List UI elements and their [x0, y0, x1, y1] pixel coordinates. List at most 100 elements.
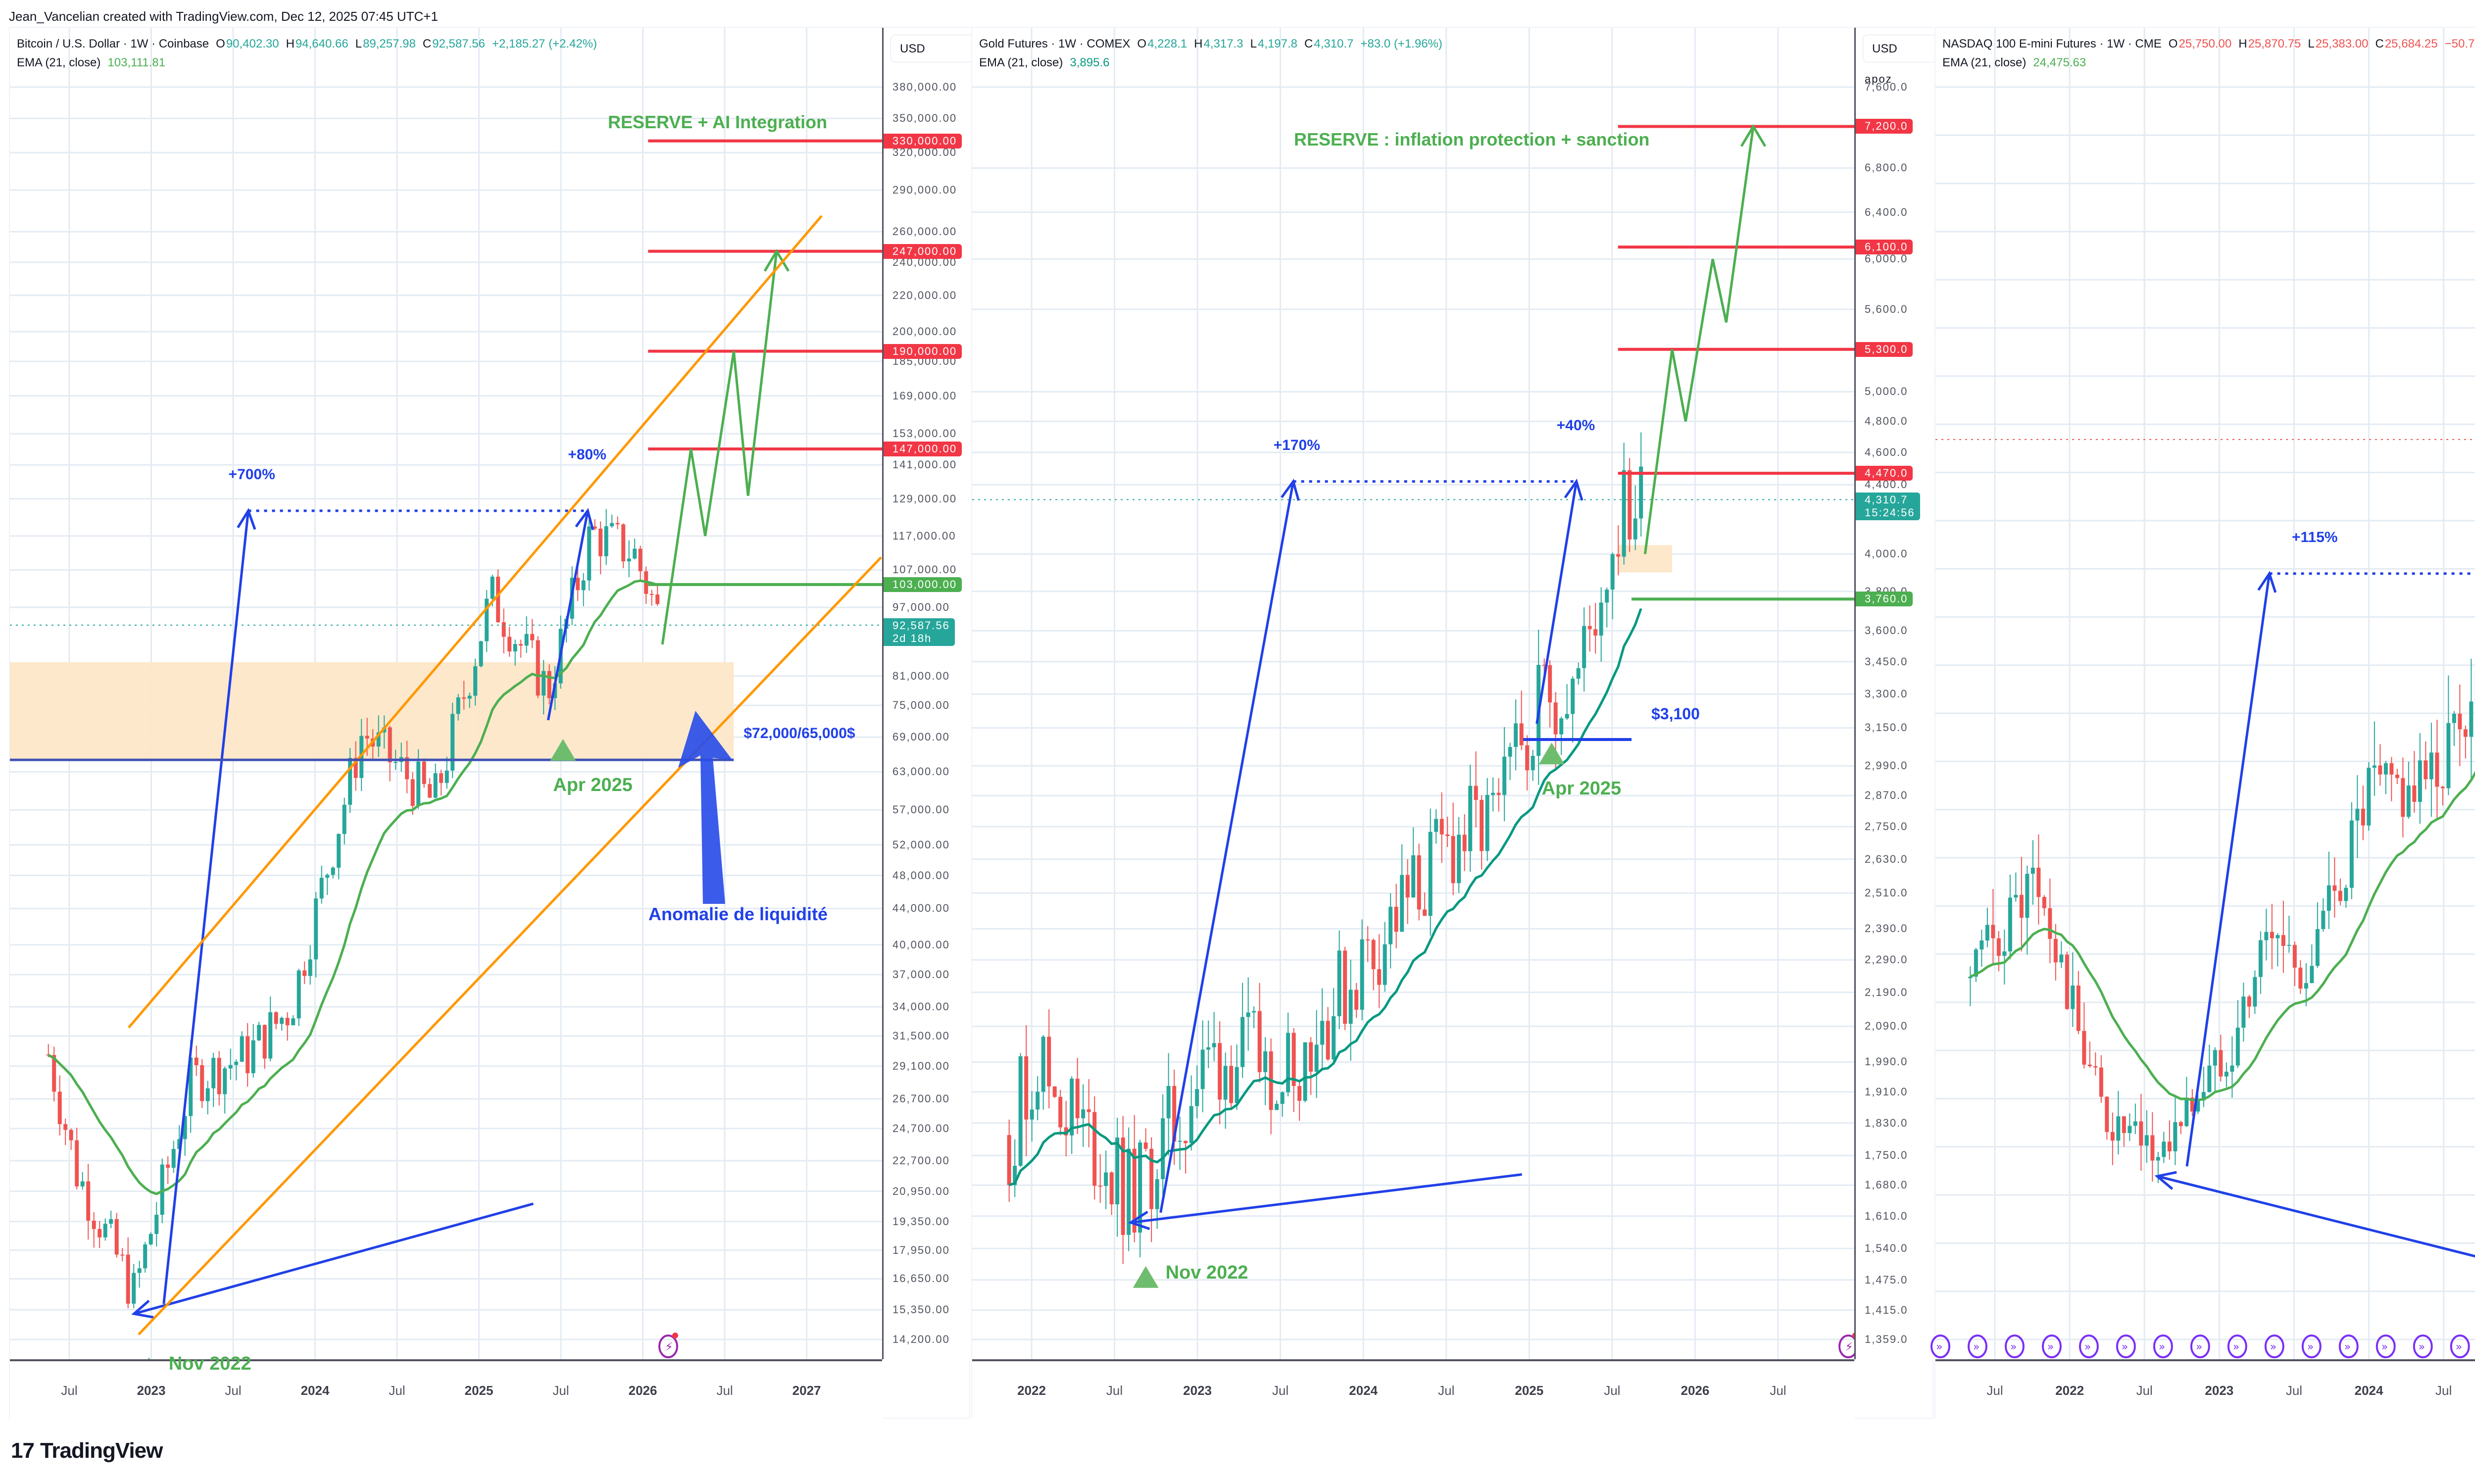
price-tick-label: 4,800.0 — [1865, 415, 1908, 428]
projection-path[interactable] — [661, 251, 778, 645]
svg-text:»: » — [2233, 1341, 2239, 1353]
ohlc-value-h: 4,317.3 — [1203, 37, 1243, 50]
chart-canvas[interactable]: ⚡ — [972, 28, 1858, 1359]
chart-panel-gold[interactable]: ⚡ RESERVE : inflation protection + sancti… — [971, 27, 1938, 1421]
candlesticks[interactable] — [1968, 324, 2475, 1183]
svg-text:»: » — [2381, 1341, 2388, 1353]
ohlc-value-l: 25,383.00 — [2315, 37, 2369, 50]
price-tick-label: 31,500.00 — [892, 1029, 950, 1042]
price-tick-label: 5,600.0 — [1865, 302, 1908, 315]
price-tick-label: 1,680.0 — [1865, 1179, 1908, 1191]
chart-headline: RESERVE : inflation protection + sanctio… — [1294, 129, 1650, 149]
tradingview-logo[interactable]: 17 TradingView — [11, 1438, 163, 1463]
down-move-arrow[interactable] — [134, 1202, 534, 1315]
bottom-marker-label: Nov 2022 — [168, 1353, 251, 1375]
down-move-arrow[interactable] — [1131, 1173, 1522, 1224]
ohlc-value-c: 25,684.25 — [2384, 37, 2438, 50]
price-tick-label: 2,870.0 — [1865, 789, 1908, 802]
candlesticks[interactable] — [1007, 432, 1643, 1264]
liquidity-anomaly-label: Anomalie de liquidité — [648, 904, 828, 924]
price-tick-label: 63,000.00 — [892, 765, 950, 778]
percent-gain-label: +115% — [2292, 529, 2338, 545]
price-tick-label: 6,800.0 — [1865, 161, 1908, 174]
symbol-title: Gold Futures · 1W · COMEX — [979, 37, 1131, 50]
economic-events[interactable]: ⚡ — [658, 1333, 678, 1358]
svg-text:»: » — [1973, 1341, 1980, 1353]
currency-button[interactable]: USD — [1863, 35, 1938, 62]
chart-canvas[interactable]: ⚡ — [10, 28, 882, 1380]
price-tick-label: 153,000.00 — [892, 427, 957, 440]
rise-measure-arrow[interactable] — [1159, 481, 1295, 1213]
economic-events[interactable]: »»»»»»»»»»»»»»»»»»»»»»»» — [1930, 1335, 2475, 1358]
ohlc-value-o: 4,228.1 — [1147, 37, 1188, 50]
down-move-arrow[interactable] — [2157, 1175, 2475, 1267]
unit-sub-label: apoz — [1865, 73, 1892, 85]
target-price-tag: 247,000.00 — [884, 244, 962, 259]
price-axis[interactable]: USD apoz 7,600.0 6,800.0 6,400.0 6,000.0 5,600… — [1854, 28, 1938, 1359]
price-tick-label: 44,000.00 — [892, 902, 950, 915]
ohlc-value-h: 25,870.75 — [2248, 37, 2301, 50]
plot-area-btc[interactable]: ⚡ RESERVE + AI Integration +700% +80% Nov 20… — [10, 28, 882, 1380]
rise-measure-arrow[interactable] — [2185, 573, 2271, 1167]
price-tick-label: 1,475.0 — [1865, 1273, 1908, 1286]
symbol-legend[interactable]: NASDAQ 100 E-mini Futures · 1W · CME O25,… — [1942, 35, 2475, 72]
price-tick-label: 22,700.00 — [892, 1154, 950, 1167]
price-tick-label: 2,190.0 — [1865, 986, 1908, 998]
rise-measure-arrow[interactable] — [162, 510, 250, 1304]
time-tick-label: 2023 — [2205, 1383, 2234, 1398]
projection-path[interactable] — [1643, 126, 1755, 554]
grid-lines — [1935, 28, 2475, 1359]
symbol-legend[interactable]: Bitcoin / U.S. Dollar · 1W · Coinbase O90… — [17, 35, 597, 72]
symbol-legend[interactable]: Gold Futures · 1W · COMEX O4,228.1 H4,317.… — [979, 35, 1442, 72]
ema-21-line[interactable] — [1970, 562, 2475, 1101]
time-tick-label: Jul — [389, 1383, 405, 1398]
price-tick-label: 350,000.00 — [892, 112, 957, 125]
price-tick-label: 2,390.0 — [1865, 922, 1908, 935]
price-tick-label: 3,450.0 — [1865, 655, 1908, 668]
svg-text:»: » — [2456, 1341, 2462, 1353]
chart-panel-ndx[interactable]: »»»»»»»»»»»»»»»»»»»»»»»»INVESTISSEMENT A… — [1930, 27, 2475, 1421]
price-tick-label: 5,000.0 — [1865, 385, 1908, 398]
price-tick-label: 141,000.00 — [892, 458, 957, 471]
svg-text:»: » — [2010, 1341, 2017, 1353]
time-tick-label: 2024 — [2354, 1383, 2383, 1398]
chart-panel-btc[interactable]: ⚡ RESERVE + AI Integration +700% +80% Nov 20… — [9, 27, 974, 1421]
ema-value: 103,111.81 — [107, 56, 165, 69]
rise-measure-arrow[interactable] — [1535, 481, 1578, 724]
price-tick-label: 169,000.00 — [892, 389, 957, 402]
rise-measure-arrow[interactable] — [546, 510, 589, 721]
price-tick-label: 34,000.00 — [892, 1000, 950, 1013]
price-axis[interactable]: USD 380,000.00 350,000.00 320,000.00 290,000… — [882, 28, 974, 1359]
ema-21-line[interactable] — [1008, 608, 1642, 1187]
price-tick-label: 48,000.00 — [892, 869, 950, 882]
projection-arrowhead-icon — [1740, 124, 1767, 147]
ohlc-key-c: C — [422, 37, 432, 50]
plot-area-ndx[interactable]: »»»»»»»»»»»»»»»»»»»»»»»»INVESTISSEMENT A… — [1930, 28, 2475, 1359]
price-tick-label: 24,700.00 — [892, 1122, 950, 1135]
chart-canvas[interactable]: »»»»»»»»»»»»»»»»»»»»»»»» — [1930, 28, 2475, 1359]
support-price-label: $3,100 — [1651, 704, 1700, 723]
time-axis[interactable]: Jul 2023 Jul 2024 Jul 2025 Jul 2026 Jul 2027 — [10, 1359, 882, 1421]
arrowhead-icon — [131, 1299, 154, 1319]
time-tick-label: 2025 — [464, 1383, 494, 1398]
time-tick-label: 2027 — [792, 1383, 821, 1398]
channel-upper-line[interactable] — [128, 215, 823, 1029]
price-tick-label: 20,950.00 — [892, 1185, 950, 1197]
time-tick-label: 2022 — [1017, 1383, 1046, 1398]
channel-lower-line[interactable] — [138, 556, 882, 1336]
ohlc-key-h: H — [1194, 37, 1203, 50]
bottom-marker-icon — [1538, 742, 1565, 765]
event-arrow-icon — [2450, 1335, 2470, 1358]
ema-row: EMA (21, close) 103,111.81 — [17, 53, 597, 72]
ohlc-key-h: H — [286, 37, 295, 50]
time-tick-label: 2026 — [1681, 1383, 1710, 1398]
target-price-tag: 4,470.0 — [1856, 466, 1913, 481]
plot-area-gold[interactable]: ⚡ RESERVE : inflation protection + sancti… — [972, 28, 1858, 1359]
time-axis[interactable]: 2022 Jul 2023 Jul 2024 Jul 2025 Jul 2026 Jul — [972, 1359, 1854, 1421]
event-arrow-icon — [1930, 1335, 1950, 1358]
price-tick-label: 19,350.00 — [892, 1215, 950, 1228]
time-axis[interactable]: Jul2022Jul2023Jul2024Jul2025Jul2026Jul — [1935, 1359, 2475, 1421]
time-tick-label: Jul — [1604, 1383, 1621, 1398]
currency-button[interactable]: USD — [891, 35, 974, 62]
price-tick-label: 129,000.00 — [892, 492, 957, 505]
